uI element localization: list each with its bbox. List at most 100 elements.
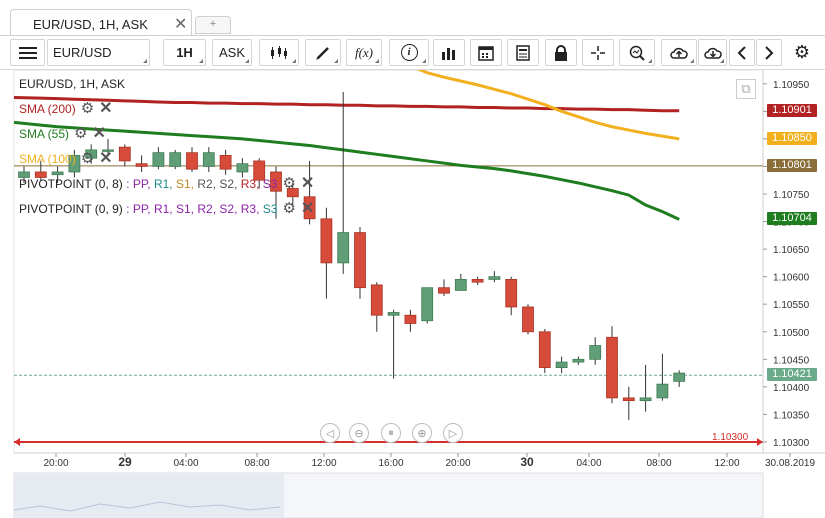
pivot-r3: R3, <box>240 177 260 191</box>
download-button[interactable] <box>698 39 727 66</box>
close-icon[interactable]: ✕ <box>99 150 113 167</box>
candle-body <box>303 196 316 220</box>
candlestick-icon <box>271 45 287 59</box>
draw-button[interactable] <box>305 39 341 66</box>
candle-body <box>219 155 232 170</box>
function-icon: f(x) <box>354 44 374 60</box>
indicators-button[interactable] <box>433 39 465 66</box>
time-tick-label: 20:00 <box>445 458 470 469</box>
sma-line <box>13 96 680 113</box>
gear-icon[interactable]: ⚙ <box>74 125 88 142</box>
pencil-icon <box>316 46 329 60</box>
price-tick-label: 1.10600 <box>773 273 810 284</box>
toolbar: EUR/USD 1H ASK f(x) i <box>0 36 825 70</box>
price-tick-label: 1.10650 <box>773 245 810 256</box>
gear-icon[interactable]: ⚙ <box>80 150 95 167</box>
candle-body <box>320 218 333 264</box>
upload-icon <box>670 47 688 59</box>
pivot-s3: S3 <box>262 202 278 216</box>
indicator-sma-55[interactable]: SMA (55) ⚙ ✕ <box>19 125 106 142</box>
crosshair-icon <box>591 45 605 60</box>
chart-area[interactable]: 1.109501.109001.108501.108001.107501.107… <box>0 70 825 518</box>
candle-body <box>606 336 618 399</box>
indicator-label: SMA (200) <box>19 102 76 116</box>
time-tick-label: 30.08.2019 <box>765 458 815 469</box>
price-tick-label: 1.10500 <box>773 328 810 339</box>
candle-body <box>34 171 47 178</box>
function-button[interactable]: f(x) <box>346 39 382 66</box>
close-icon[interactable]: ✕ <box>300 175 315 192</box>
symbol-select[interactable]: EUR/USD <box>47 39 150 66</box>
gear-icon: ⚙ <box>793 42 811 62</box>
zoom-in-button[interactable]: ⊕ <box>412 423 432 443</box>
candle-body <box>51 171 64 176</box>
tab-strip: EUR/USD, 1H, ASK ✕ + <box>0 0 825 36</box>
zoom-button[interactable] <box>619 39 655 66</box>
candle-body <box>538 331 551 368</box>
pivot-label: PIVOTPOINT (0, 8) <box>19 177 123 191</box>
bar-chart-icon <box>442 47 455 60</box>
add-tab-button[interactable]: + <box>195 16 231 34</box>
crosshair-button[interactable] <box>582 39 614 66</box>
pivot-r1: R1, <box>153 177 173 191</box>
download-icon <box>703 47 722 59</box>
lock-button[interactable] <box>545 39 577 66</box>
sma-lines <box>13 70 680 221</box>
gear-icon[interactable]: ⚙ <box>80 100 95 117</box>
candle-body <box>488 276 501 280</box>
close-icon[interactable]: ✕ <box>300 200 315 217</box>
tab-eurusd[interactable]: EUR/USD, 1H, ASK ✕ <box>10 9 192 36</box>
candle-body <box>152 152 165 167</box>
scroll-left-button[interactable] <box>729 39 755 66</box>
time-tick-label: 29 <box>118 455 132 469</box>
time-tick-label: 12:00 <box>311 458 336 469</box>
indicator-pivot-9[interactable]: PIVOTPOINT (0, 9) : PP, R1, S1, R2, S2, … <box>19 200 315 217</box>
price-tag-sma200: 1.10901 <box>767 103 817 117</box>
close-icon[interactable]: ✕ <box>174 16 188 33</box>
chart-type-button[interactable] <box>259 39 299 66</box>
candle-body <box>18 171 30 178</box>
gear-icon[interactable]: ⚙ <box>282 175 296 192</box>
close-icon[interactable]: ✕ <box>99 100 113 117</box>
pivot-label: PIVOTPOINT (0, 9) <box>19 202 123 216</box>
period-select[interactable]: 1H <box>163 39 206 66</box>
scroll-back-button[interactable]: ◁ <box>320 423 340 443</box>
scroll-forward-button[interactable]: ▷ <box>443 423 463 443</box>
candle-body <box>236 163 249 173</box>
pivot-s1: S1, <box>176 202 195 216</box>
candle-body <box>370 284 383 316</box>
settings-button[interactable]: ⚙ <box>788 39 816 66</box>
candle-body <box>589 345 602 360</box>
time-tick-label: 30 <box>520 455 534 469</box>
scroll-right-button[interactable] <box>756 39 782 66</box>
indicator-pivot-8[interactable]: PIVOTPOINT (0, 8) : PP, R1, S1, R2, S2, … <box>19 175 315 192</box>
upload-button[interactable] <box>661 39 697 66</box>
price-chart[interactable]: 1.109501.109001.108501.108001.107501.107… <box>0 70 825 518</box>
calendar-button[interactable] <box>470 39 502 66</box>
candle-body <box>354 232 366 289</box>
chevron-left-icon <box>737 45 746 60</box>
chart-title-text: EUR/USD, 1H, ASK <box>19 77 126 91</box>
menu-button[interactable] <box>10 39 45 66</box>
pause-button[interactable]: ⏸ <box>381 423 401 443</box>
news-button[interactable] <box>507 39 539 66</box>
candle-body <box>186 152 198 170</box>
info-button[interactable]: i <box>389 39 429 66</box>
arrow-left <box>14 437 20 446</box>
indicator-sma-200[interactable]: SMA (200) ⚙ ✕ <box>19 100 113 117</box>
navigator-line <box>13 501 281 512</box>
time-tick-label: 12:00 <box>714 458 739 469</box>
zoom-out-button[interactable]: ⊖ <box>349 423 369 443</box>
close-icon[interactable]: ✕ <box>92 125 106 142</box>
menu-icon <box>18 46 37 59</box>
gear-icon[interactable]: ⚙ <box>282 200 296 217</box>
candle-body <box>421 287 434 322</box>
price-tick-label: 1.10300 <box>773 438 810 449</box>
expand-chart-button[interactable]: ⧉ <box>736 79 756 99</box>
indicator-sma-100[interactable]: SMA (100) ⚙ ✕ <box>19 150 113 167</box>
candle-body <box>454 279 467 291</box>
side-select[interactable]: ASK <box>212 39 252 66</box>
price-tag-sma55: 1.10704 <box>767 212 817 226</box>
candle-body <box>471 279 484 283</box>
tab-title: EUR/USD, 1H, ASK <box>33 17 148 32</box>
